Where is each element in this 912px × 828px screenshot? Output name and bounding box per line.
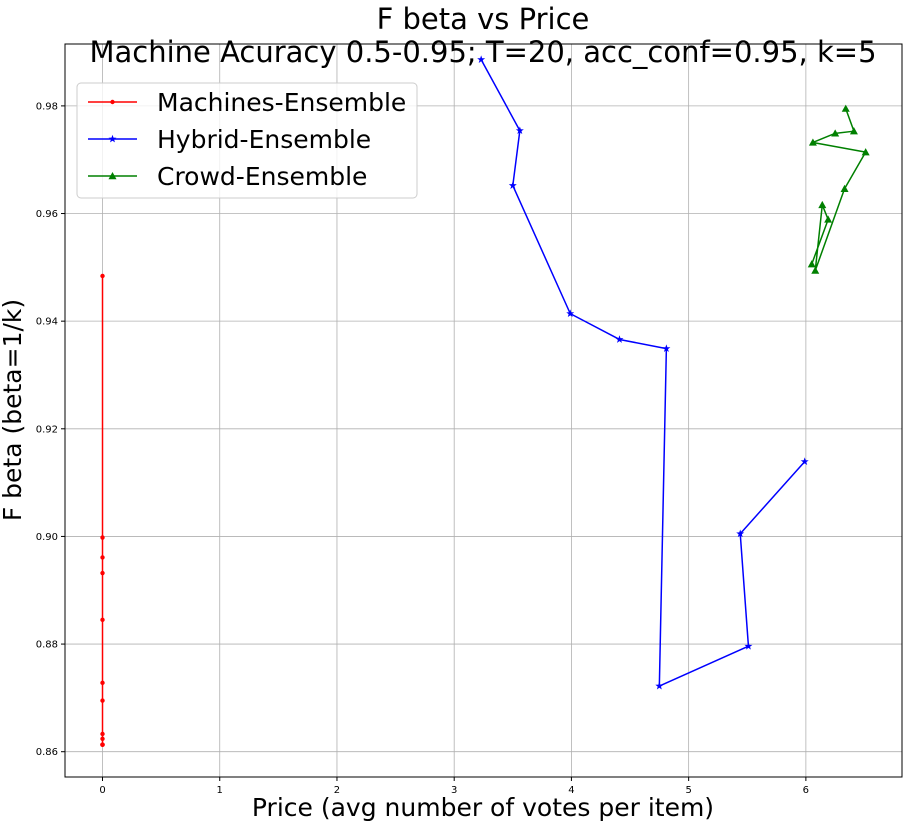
legend-label: Crowd-Ensemble xyxy=(157,162,367,191)
x-tick-label: 2 xyxy=(334,785,340,796)
y-tick-label: 0.92 xyxy=(36,424,58,435)
data-point-machines-ensemble xyxy=(100,555,105,560)
series-hybrid-ensemble xyxy=(477,55,809,690)
legend-marker xyxy=(108,134,117,143)
series-crowd-ensemble xyxy=(807,104,870,274)
data-point-crowd-ensemble xyxy=(807,260,816,268)
data-point-hybrid-ensemble xyxy=(662,344,671,353)
legend-marker xyxy=(110,99,115,105)
y-tick-label: 0.86 xyxy=(36,747,58,758)
legend: Machines-Ensemble Hybrid-Ensemble Crowd-En… xyxy=(76,82,418,199)
data-point-crowd-ensemble xyxy=(831,129,840,137)
data-point-machines-ensemble xyxy=(100,731,105,737)
x-tick-label: 4 xyxy=(568,785,574,796)
legend-item-machines-ensemble: Machines-Ensemble xyxy=(88,88,406,117)
legend-box xyxy=(76,82,418,199)
data-point-crowd-ensemble xyxy=(849,127,858,135)
data-point-crowd-ensemble xyxy=(861,148,870,156)
legend-item-crowd-ensemble: Crowd-Ensemble xyxy=(88,162,367,191)
x-tick-label: 3 xyxy=(451,785,457,796)
data-point-crowd-ensemble xyxy=(811,266,820,274)
series-line-hybrid-ensemble xyxy=(480,59,806,687)
data-point-machines-ensemble xyxy=(100,742,105,747)
chart-subtitle: Machine Acuracy 0.5-0.95; T=20, acc_conf… xyxy=(89,35,876,69)
plot-frame xyxy=(64,43,903,778)
data-point-machines-ensemble xyxy=(100,535,105,540)
data-point-crowd-ensemble xyxy=(840,184,849,192)
y-tick-label: 0.90 xyxy=(36,532,58,543)
data-point-machines-ensemble xyxy=(100,736,105,741)
y-axis-label: F beta (beta=1/k) xyxy=(0,299,27,521)
legend-marker xyxy=(108,172,117,180)
data-point-machines-ensemble xyxy=(100,680,105,686)
data-point-machines-ensemble xyxy=(100,617,105,623)
legend-item-hybrid-ensemble: Hybrid-Ensemble xyxy=(88,125,371,154)
data-point-machines-ensemble xyxy=(100,570,105,576)
series-line-crowd-ensemble xyxy=(811,108,867,272)
series-layer xyxy=(100,55,870,747)
data-point-hybrid-ensemble xyxy=(615,335,624,343)
y-tick-label: 0.94 xyxy=(36,317,58,328)
data-point-machines-ensemble xyxy=(100,273,105,279)
data-point-hybrid-ensemble xyxy=(800,457,809,466)
ticks: 0 1 2 3 4 5 6 0.86 0.88 0.90 0.92 0.94 0.96 0.98 xyxy=(36,101,809,796)
data-point-hybrid-ensemble xyxy=(508,181,517,189)
data-point-machines-ensemble xyxy=(100,698,105,703)
data-point-hybrid-ensemble xyxy=(515,126,524,135)
x-tick-label: 6 xyxy=(803,785,809,796)
data-point-hybrid-ensemble xyxy=(744,642,753,650)
legend-label: Machines-Ensemble xyxy=(157,88,406,117)
data-point-hybrid-ensemble xyxy=(655,681,664,690)
data-point-crowd-ensemble xyxy=(841,104,850,112)
data-point-crowd-ensemble xyxy=(808,138,817,146)
x-axis-label: Price (avg number of votes per item) xyxy=(252,793,714,822)
data-point-crowd-ensemble xyxy=(824,215,833,223)
x-tick-label: 0 xyxy=(99,785,105,796)
data-point-hybrid-ensemble xyxy=(477,55,486,64)
y-tick-label: 0.88 xyxy=(36,640,58,651)
x-tick-label: 5 xyxy=(685,785,691,796)
legend-label: Hybrid-Ensemble xyxy=(157,125,371,154)
y-tick-label: 0.98 xyxy=(36,101,58,112)
data-point-hybrid-ensemble xyxy=(736,529,745,538)
data-point-crowd-ensemble xyxy=(818,200,827,209)
series-machines-ensemble xyxy=(100,273,105,747)
data-point-hybrid-ensemble xyxy=(566,309,575,318)
chart-title: F beta vs Price xyxy=(377,2,590,36)
y-tick-label: 0.96 xyxy=(36,209,58,220)
x-tick-label: 1 xyxy=(217,785,223,796)
